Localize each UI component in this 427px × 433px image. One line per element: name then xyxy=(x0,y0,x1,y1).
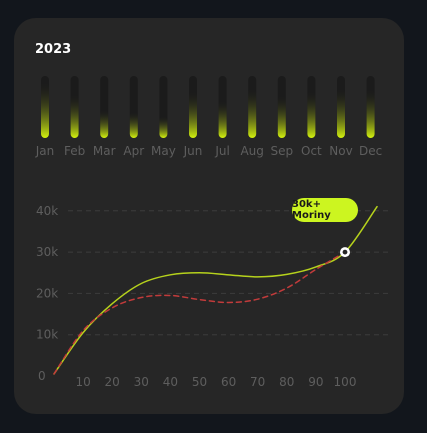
month-label-dec: Dec xyxy=(359,144,382,158)
y-tick-40: 40k xyxy=(36,204,58,218)
bar-aug xyxy=(248,88,257,138)
y-tick-30: 30k xyxy=(36,245,58,259)
bar-may xyxy=(159,116,168,138)
series-line-solid xyxy=(53,205,378,375)
x-tick-80: 80 xyxy=(279,375,294,389)
bar-jul xyxy=(218,100,227,138)
bar-jun xyxy=(189,91,197,138)
highlight-tooltip-label: 30k+ Moriny xyxy=(292,199,331,221)
month-label-feb: Feb xyxy=(64,144,85,158)
highlight-marker-center xyxy=(342,249,348,255)
bar-sep xyxy=(277,95,286,138)
y-tick-0: 0 xyxy=(38,369,46,383)
bar-oct xyxy=(307,91,316,138)
year-label: 2023 xyxy=(35,42,72,57)
highlight-tooltip: 30k+ Moriny xyxy=(292,198,358,222)
month-label-mar: Mar xyxy=(93,144,116,158)
month-label-jul: Jul xyxy=(214,144,229,158)
line-chart-series xyxy=(53,205,378,375)
x-tick-40: 40 xyxy=(163,375,178,389)
bar-feb xyxy=(70,94,79,138)
bar-mar xyxy=(100,110,109,138)
month-label-oct: Oct xyxy=(301,144,322,158)
x-tick-60: 60 xyxy=(221,375,236,389)
month-label-jan: Jan xyxy=(35,144,55,158)
month-label-apr: Apr xyxy=(123,144,144,158)
month-label-nov: Nov xyxy=(329,144,352,158)
x-tick-90: 90 xyxy=(308,375,323,389)
bar-apr xyxy=(129,111,138,138)
bar-jan xyxy=(41,82,49,138)
y-tick-20: 20k xyxy=(36,286,58,300)
x-tick-70: 70 xyxy=(250,375,265,389)
x-tick-100: 100 xyxy=(334,375,357,389)
month-label-aug: Aug xyxy=(240,144,263,158)
month-label-jun: Jun xyxy=(183,144,203,158)
bar-dec xyxy=(366,89,375,138)
month-label-sep: Sep xyxy=(270,144,293,158)
x-tick-50: 50 xyxy=(192,375,207,389)
month-label-may: May xyxy=(151,144,176,158)
x-tick-10: 10 xyxy=(75,375,90,389)
highlight-marker-group xyxy=(340,247,350,258)
monthly-bars: Jan Feb Mar Apr May Jun Jul Aug Sep Oct Nov Dec xyxy=(35,76,382,158)
x-tick-20: 20 xyxy=(105,375,120,389)
x-tick-30: 30 xyxy=(134,375,149,389)
series-line-dashed xyxy=(53,251,346,375)
line-chart-ticks: 0 10k 20k 30k 40k 10 20 30 40 50 60 70 80 90 100 xyxy=(36,204,356,389)
line-chart-grid xyxy=(68,210,388,336)
bar-nov xyxy=(337,88,345,138)
y-tick-10: 10k xyxy=(36,328,58,342)
